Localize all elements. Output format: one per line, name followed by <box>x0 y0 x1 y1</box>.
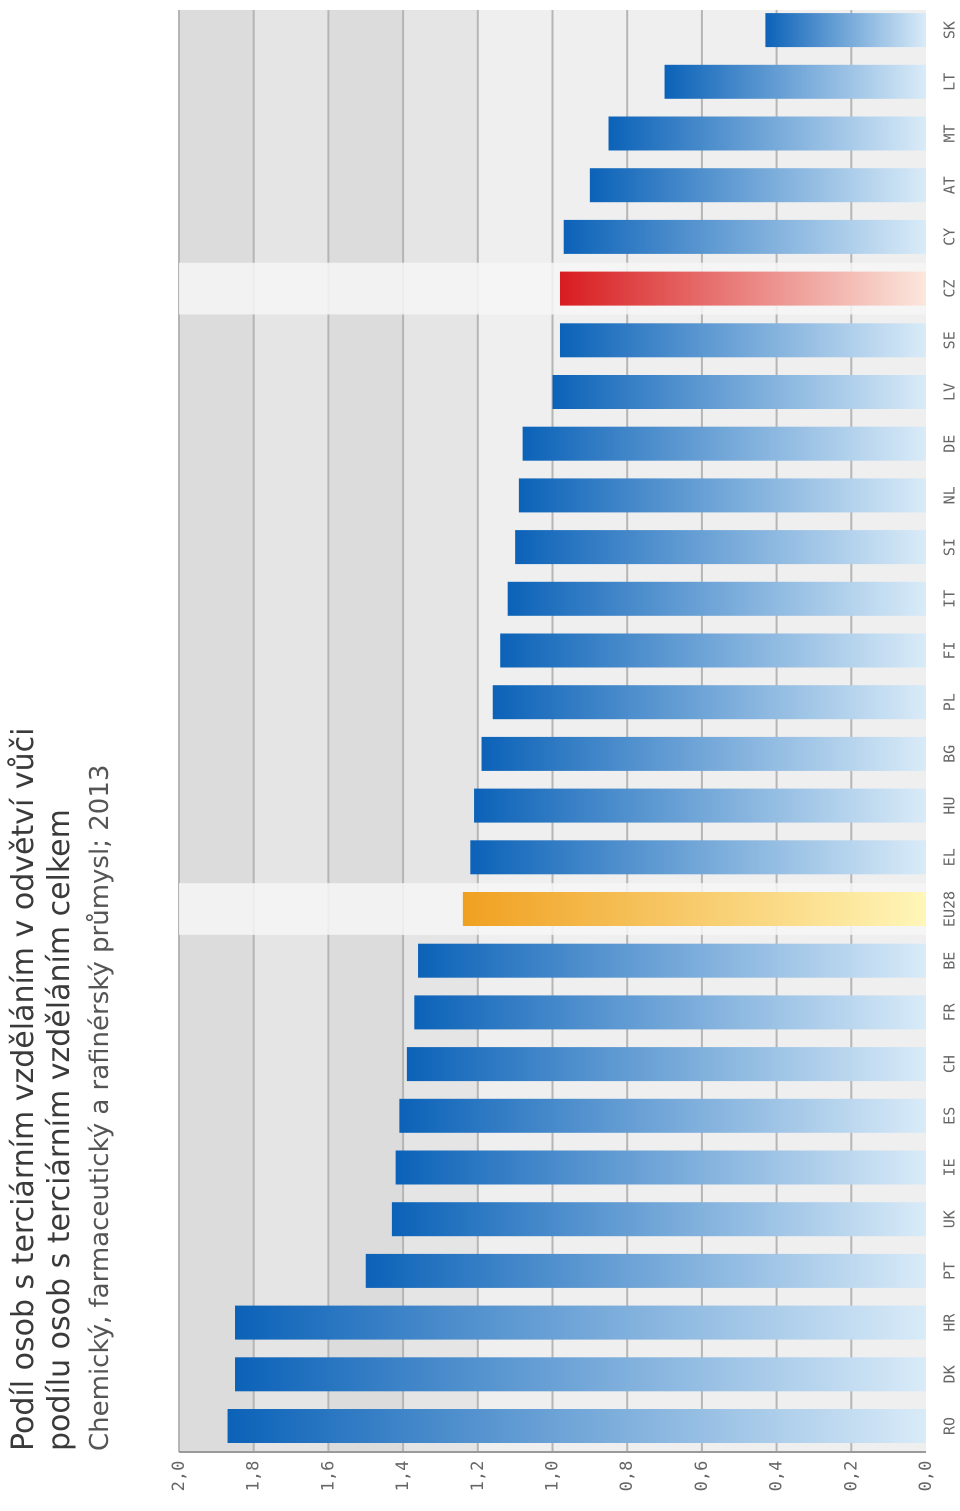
value-tick-label: 0,4 <box>767 1461 787 1492</box>
value-tick-label: 0,0 <box>916 1461 936 1492</box>
category-label-it: IT <box>941 590 959 608</box>
category-label-bg: BG <box>941 745 959 763</box>
bar-uk <box>391 1202 926 1237</box>
value-tick-label: 1,6 <box>318 1461 338 1492</box>
bar-dk <box>235 1357 926 1392</box>
bars <box>227 13 927 1443</box>
bar-hu <box>474 788 926 823</box>
category-label-ro: RO <box>941 1417 959 1435</box>
value-tick-label: 1,4 <box>393 1461 413 1492</box>
category-label-sk: SK <box>941 21 959 39</box>
category-label-at: AT <box>941 176 959 194</box>
value-tick-label: 1,2 <box>468 1461 488 1492</box>
bar-fi <box>500 633 926 668</box>
category-label-cz: CZ <box>941 280 959 298</box>
bar-se <box>559 323 926 358</box>
bar-hr <box>235 1305 926 1340</box>
category-label-eu28: EU28 <box>941 891 959 927</box>
bar-ch <box>406 1047 927 1082</box>
bar-cz <box>559 271 926 306</box>
category-label-ch: CH <box>941 1055 959 1073</box>
category-label-fi: FI <box>941 641 959 659</box>
value-tick-label: 0,2 <box>841 1461 861 1492</box>
bar-ie <box>395 1150 926 1185</box>
category-label-es: ES <box>941 1107 959 1125</box>
category-labels: RO DK HR PT UK IE ES CH FR BE EU28 EL HU BG PL FI IT SI NL… <box>941 21 959 1435</box>
bar-sk <box>765 13 926 48</box>
category-label-se: SE <box>941 331 959 349</box>
category-label-mt: MT <box>941 124 959 142</box>
category-label-lt: LT <box>941 73 959 91</box>
bar-lv <box>552 375 926 409</box>
category-label-be: BE <box>941 952 959 970</box>
category-label-de: DE <box>941 435 959 453</box>
category-label-el: EL <box>941 848 959 866</box>
bar-mt <box>608 116 926 151</box>
bar-ro <box>227 1409 926 1443</box>
value-tick-label: 2,0 <box>169 1461 189 1492</box>
category-label-hu: HU <box>941 797 959 815</box>
bar-be <box>418 943 926 978</box>
value-axis-labels: 0,0 0,2 0,4 0,6 0,8 1,0 1,2 1,4 1,6 1,8 2,0 <box>169 1461 936 1492</box>
category-label-cy: CY <box>941 228 959 246</box>
bar-bg <box>481 736 926 771</box>
value-tick-label: 0,6 <box>692 1461 712 1492</box>
category-label-pt: PT <box>941 1262 959 1280</box>
bar-si <box>515 530 926 565</box>
bar-eu28 <box>462 892 926 926</box>
category-label-ie: IE <box>941 1158 959 1176</box>
bar-de <box>522 426 926 461</box>
bar-nl <box>518 478 926 513</box>
bar-pl <box>492 685 926 720</box>
category-label-uk: UK <box>941 1210 959 1228</box>
category-label-lv: LV <box>941 383 959 401</box>
category-label-nl: NL <box>941 486 959 504</box>
category-label-fr: FR <box>941 1002 959 1021</box>
bar-it <box>507 581 926 616</box>
category-label-si: SI <box>941 538 959 556</box>
bar-cy <box>563 219 926 254</box>
bar-at <box>589 168 926 203</box>
category-label-dk: DK <box>941 1365 959 1383</box>
bar-el <box>470 840 926 875</box>
value-tick-label: 0,8 <box>617 1461 637 1492</box>
bar-fr <box>414 995 926 1030</box>
category-label-pl: PL <box>941 693 959 711</box>
category-label-hr: HR <box>941 1313 959 1332</box>
bar-pt <box>365 1253 926 1288</box>
value-tick-label: 1,8 <box>244 1461 264 1492</box>
bar-es <box>399 1098 926 1133</box>
bar-lt <box>664 64 926 99</box>
value-tick-label: 1,0 <box>543 1461 563 1492</box>
